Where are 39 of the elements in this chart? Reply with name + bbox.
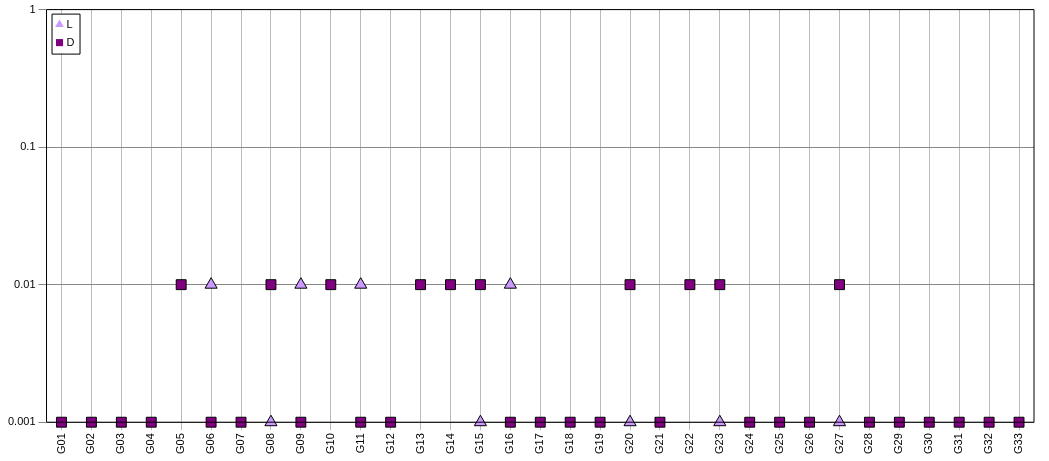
x-tick-label: G17 (533, 433, 546, 455)
x-tick-label: G05 (174, 433, 187, 455)
x-tick-label: G26 (802, 433, 815, 455)
x-tick-label: G01 (54, 433, 67, 455)
x-tick-label: G19 (593, 433, 606, 455)
x-tick-label: G22 (682, 433, 695, 455)
x-tick-label: G32 (982, 433, 995, 455)
x-tick-label: G27 (832, 433, 845, 455)
legend-label: D (66, 35, 75, 48)
x-tick-label: G02 (84, 433, 97, 455)
x-tick-label: G28 (862, 433, 875, 455)
x-tick-label: G33 (1012, 433, 1025, 455)
x-tick-label: G15 (473, 433, 486, 455)
y-tick-label: 0.1 (20, 140, 36, 153)
x-tick-label: G12 (383, 433, 396, 455)
x-tick-label: G23 (712, 433, 725, 455)
x-tick-label: G18 (563, 433, 576, 455)
x-tick-label: G16 (503, 433, 516, 455)
x-tick-label: G31 (952, 433, 965, 455)
x-tick-label: G03 (114, 433, 127, 455)
x-tick-label: G29 (892, 433, 905, 455)
x-tick-label: G30 (922, 433, 935, 455)
y-tick-label: 1 (29, 2, 36, 15)
x-tick-label: G08 (263, 433, 276, 455)
x-tick-label: G14 (443, 433, 456, 455)
x-tick-label: G07 (234, 433, 247, 455)
x-tick-label: G24 (742, 433, 755, 455)
x-tick-label: G06 (204, 433, 217, 455)
legend-label: L (66, 17, 73, 30)
x-tick-label: G13 (413, 433, 426, 455)
y-tick-label: 0.01 (14, 277, 36, 290)
x-tick-label: G20 (623, 433, 636, 455)
x-tick-label: G21 (652, 433, 665, 455)
x-tick-label: G10 (323, 433, 336, 455)
x-tick-label: G25 (772, 433, 785, 455)
y-tick-label: 0.001 (8, 415, 36, 428)
x-tick-label: G11 (353, 433, 366, 454)
x-tick-label: G04 (144, 433, 157, 455)
x-tick-label: G09 (293, 433, 306, 455)
